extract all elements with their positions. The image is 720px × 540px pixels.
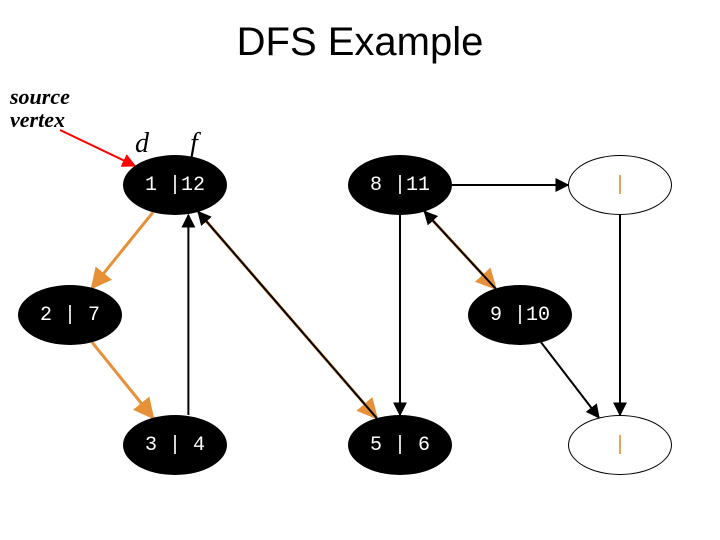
edge-A-G <box>198 212 377 418</box>
node-F: 3 | 4 <box>123 415 227 475</box>
page-title: DFS Example <box>0 20 720 65</box>
node-A: 1 |12 <box>123 155 227 215</box>
d-label: d <box>135 128 149 160</box>
source-pointer-arrow <box>60 130 135 166</box>
edge-E-B <box>424 211 495 288</box>
source-vertex-label: source vertex <box>10 85 70 131</box>
edge-D-F <box>92 342 153 418</box>
node-C: | <box>568 155 672 215</box>
node-G: 5 | 6 <box>348 415 452 475</box>
edge-E-H <box>541 342 599 417</box>
edge-A-D <box>92 212 153 288</box>
node-H: | <box>568 415 672 475</box>
node-B: 8 |11 <box>348 155 452 215</box>
node-D: 2 | 7 <box>18 285 122 345</box>
node-E: 9 |10 <box>468 285 572 345</box>
edge-B-E <box>424 211 495 288</box>
edge-G-A <box>198 212 377 418</box>
f-label: f <box>190 128 198 160</box>
